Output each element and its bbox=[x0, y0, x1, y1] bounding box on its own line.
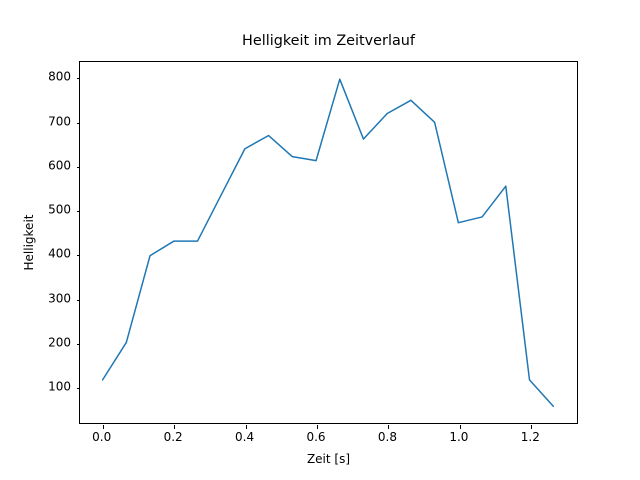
x-tick-label: 1.2 bbox=[520, 430, 540, 444]
y-tick-label: 200 bbox=[48, 335, 71, 350]
x-tick-label: 1.0 bbox=[449, 430, 469, 444]
y-tick-label: 300 bbox=[48, 291, 71, 306]
x-tick-mark bbox=[102, 425, 104, 429]
line-series-svg bbox=[101, 78, 554, 408]
line-series-helligkeit bbox=[101, 78, 554, 408]
y-tick-mark bbox=[76, 78, 80, 80]
x-tick-label: 0.2 bbox=[163, 430, 183, 444]
y-tick-label: 600 bbox=[48, 158, 71, 173]
x-tick-label: 0.6 bbox=[306, 430, 326, 444]
y-tick-mark bbox=[76, 122, 80, 124]
x-tick-mark bbox=[174, 425, 176, 429]
y-tick-mark bbox=[76, 211, 80, 213]
x-tick-mark bbox=[459, 425, 461, 429]
y-tick-mark bbox=[76, 388, 80, 390]
y-tick-label: 400 bbox=[48, 246, 71, 261]
x-tick-label: 0.4 bbox=[235, 430, 255, 444]
y-tick-label: 700 bbox=[48, 114, 71, 129]
chart-title: Helligkeit im Zeitverlauf bbox=[242, 33, 415, 49]
x-tick-label: 0.8 bbox=[377, 430, 397, 444]
x-tick-mark bbox=[531, 425, 533, 429]
x-tick-mark bbox=[317, 425, 319, 429]
plot-area bbox=[76, 61, 578, 429]
y-tick-mark bbox=[76, 343, 80, 346]
y-tick-mark bbox=[76, 166, 80, 168]
y-tick-label: 800 bbox=[48, 69, 71, 84]
y-tick-mark bbox=[76, 255, 80, 257]
x-tick-mark bbox=[388, 425, 390, 429]
x-tick-label: 0.0 bbox=[92, 430, 112, 444]
y-tick-label: 500 bbox=[48, 202, 71, 217]
y-tick-label: 100 bbox=[48, 379, 71, 394]
x-axis-label: Zeit [s] bbox=[306, 452, 351, 466]
y-tick-mark bbox=[76, 299, 80, 301]
x-tick-mark bbox=[245, 425, 247, 429]
